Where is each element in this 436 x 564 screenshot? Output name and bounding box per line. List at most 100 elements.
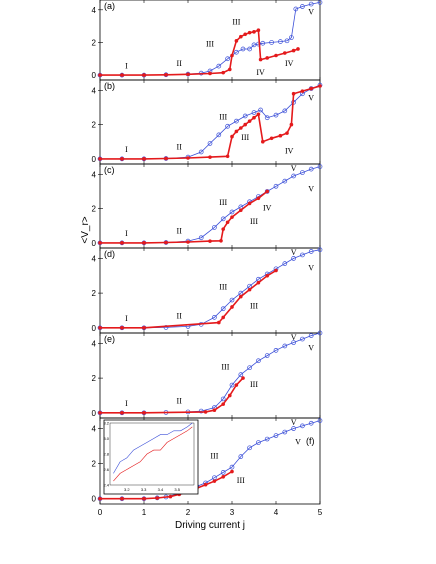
region-label: V bbox=[291, 333, 297, 342]
data-point bbox=[221, 227, 225, 231]
data-point bbox=[142, 241, 146, 245]
panel-letter: (c) bbox=[104, 165, 115, 175]
data-point bbox=[256, 358, 261, 364]
region-label: V bbox=[291, 248, 297, 257]
data-point bbox=[318, 84, 322, 88]
region-label: V bbox=[308, 8, 314, 17]
panel-letter: (d) bbox=[104, 249, 115, 259]
series-increasing bbox=[98, 189, 270, 245]
data-point bbox=[225, 154, 230, 159]
y-tick-label: 2 bbox=[92, 121, 97, 130]
panel-frame bbox=[99, 163, 321, 249]
data-point bbox=[317, 330, 323, 336]
inset-x-tick-label: 3.3 bbox=[141, 487, 147, 492]
data-point bbox=[252, 115, 256, 120]
inset-x-tick-label: 3.5 bbox=[174, 487, 180, 492]
data-point bbox=[247, 46, 252, 52]
data-point bbox=[264, 115, 270, 121]
data-point bbox=[234, 49, 239, 55]
data-point bbox=[251, 42, 257, 48]
data-point bbox=[282, 429, 288, 435]
y-tick-label: 2 bbox=[92, 38, 97, 47]
data-point bbox=[198, 149, 204, 155]
data-point bbox=[258, 107, 263, 113]
data-point bbox=[120, 325, 124, 330]
data-point bbox=[221, 402, 225, 406]
data-point bbox=[300, 4, 305, 9]
data-point bbox=[120, 410, 124, 415]
data-point bbox=[120, 157, 124, 161]
y-tick-label: 0 bbox=[92, 239, 97, 248]
data-point bbox=[230, 215, 234, 219]
data-point bbox=[163, 325, 169, 330]
y-tick-label: 2 bbox=[92, 460, 97, 469]
region-label: I bbox=[125, 229, 128, 238]
y-tick-label: 0 bbox=[92, 324, 97, 333]
data-point bbox=[273, 183, 279, 189]
x-tick-label: 0 bbox=[98, 508, 103, 517]
data-point bbox=[208, 239, 212, 243]
inset-plot: 3.2 3.3 3.4 3.5 2.4 2.6 2.8 3.0 3.2 bbox=[103, 419, 199, 495]
y-tick-label: 4 bbox=[92, 170, 97, 179]
data-point bbox=[269, 136, 274, 141]
region-label: I bbox=[125, 399, 128, 408]
region-label: II bbox=[177, 311, 183, 320]
data-point bbox=[274, 268, 278, 273]
data-point bbox=[229, 382, 235, 388]
x-tick-label: 3 bbox=[230, 508, 235, 517]
data-point bbox=[273, 433, 279, 438]
region-label: IV bbox=[256, 68, 265, 77]
data-point bbox=[247, 119, 252, 123]
y-tick-label: 0 bbox=[92, 155, 97, 164]
data-point bbox=[256, 112, 261, 117]
panel-letter: (f) bbox=[306, 436, 315, 446]
data-point bbox=[284, 38, 290, 44]
data-point bbox=[258, 57, 263, 62]
data-point bbox=[265, 56, 270, 60]
series-line bbox=[100, 190, 268, 244]
series-line bbox=[100, 332, 321, 414]
y-tick-label: 2 bbox=[92, 289, 97, 298]
data-point bbox=[308, 1, 314, 7]
data-point bbox=[300, 89, 305, 93]
region-label: I bbox=[125, 62, 128, 71]
data-point bbox=[252, 30, 256, 34]
data-point bbox=[229, 297, 235, 303]
data-point bbox=[251, 110, 257, 115]
data-point bbox=[216, 63, 222, 69]
region-label: II bbox=[177, 59, 183, 68]
region-label: V bbox=[295, 437, 301, 446]
region-label: III bbox=[206, 40, 214, 49]
data-point bbox=[229, 209, 235, 215]
data-point bbox=[229, 464, 235, 470]
inset-x-tick-label: 3.4 bbox=[158, 487, 164, 492]
data-point bbox=[98, 241, 102, 245]
region-label: I bbox=[125, 145, 128, 154]
panel-letter: (e) bbox=[104, 334, 115, 344]
region-label: IV bbox=[285, 59, 294, 68]
region-label: V bbox=[308, 264, 314, 273]
data-point bbox=[317, 418, 323, 423]
inset-series-decreasing bbox=[113, 422, 193, 474]
x-tick-label: 2 bbox=[186, 508, 191, 517]
region-label: V bbox=[291, 418, 297, 427]
inset-series-increasing bbox=[113, 426, 193, 482]
data-point bbox=[300, 336, 305, 342]
data-point bbox=[142, 496, 146, 501]
data-point bbox=[260, 40, 266, 46]
series-decreasing bbox=[97, 164, 323, 246]
data-point bbox=[234, 383, 239, 387]
data-point bbox=[273, 347, 279, 353]
data-point bbox=[98, 496, 102, 501]
data-point bbox=[220, 306, 226, 312]
inset-axes bbox=[109, 422, 195, 486]
x-tick-label: 5 bbox=[318, 508, 323, 517]
region-label: III bbox=[221, 362, 229, 371]
data-point bbox=[220, 470, 226, 475]
data-point bbox=[198, 235, 204, 241]
data-point bbox=[247, 201, 252, 206]
